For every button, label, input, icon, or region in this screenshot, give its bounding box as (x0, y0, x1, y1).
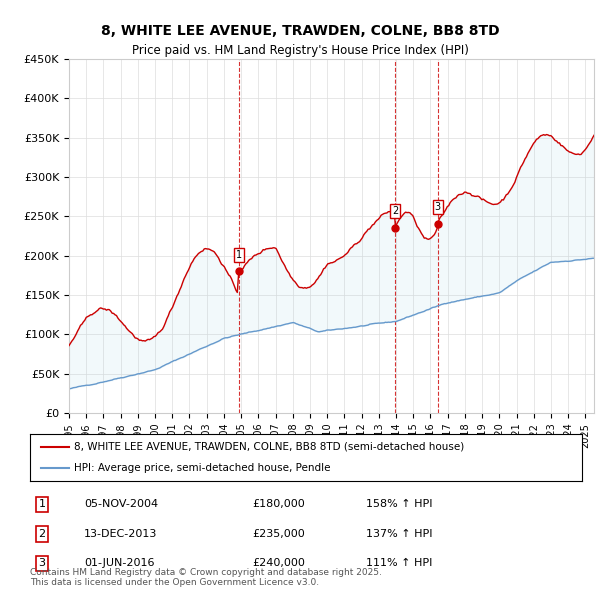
Text: 1: 1 (38, 500, 46, 509)
Text: 111% ↑ HPI: 111% ↑ HPI (366, 559, 433, 568)
Text: 8, WHITE LEE AVENUE, TRAWDEN, COLNE, BB8 8TD: 8, WHITE LEE AVENUE, TRAWDEN, COLNE, BB8… (101, 24, 499, 38)
Text: £240,000: £240,000 (252, 559, 305, 568)
Text: 05-NOV-2004: 05-NOV-2004 (84, 500, 158, 509)
Text: 8, WHITE LEE AVENUE, TRAWDEN, COLNE, BB8 8TD (semi-detached house): 8, WHITE LEE AVENUE, TRAWDEN, COLNE, BB8… (74, 442, 464, 452)
Text: £235,000: £235,000 (252, 529, 305, 539)
Text: Contains HM Land Registry data © Crown copyright and database right 2025.
This d: Contains HM Land Registry data © Crown c… (30, 568, 382, 587)
Text: 3: 3 (434, 202, 441, 212)
Text: HPI: Average price, semi-detached house, Pendle: HPI: Average price, semi-detached house,… (74, 463, 331, 473)
Text: 13-DEC-2013: 13-DEC-2013 (84, 529, 157, 539)
Text: 2: 2 (38, 529, 46, 539)
Text: 1: 1 (235, 250, 242, 260)
Text: Price paid vs. HM Land Registry's House Price Index (HPI): Price paid vs. HM Land Registry's House … (131, 44, 469, 57)
Text: 3: 3 (38, 559, 46, 568)
Text: £180,000: £180,000 (252, 500, 305, 509)
Text: 158% ↑ HPI: 158% ↑ HPI (366, 500, 433, 509)
Text: 137% ↑ HPI: 137% ↑ HPI (366, 529, 433, 539)
Text: 01-JUN-2016: 01-JUN-2016 (84, 559, 155, 568)
Text: 2: 2 (392, 206, 398, 217)
